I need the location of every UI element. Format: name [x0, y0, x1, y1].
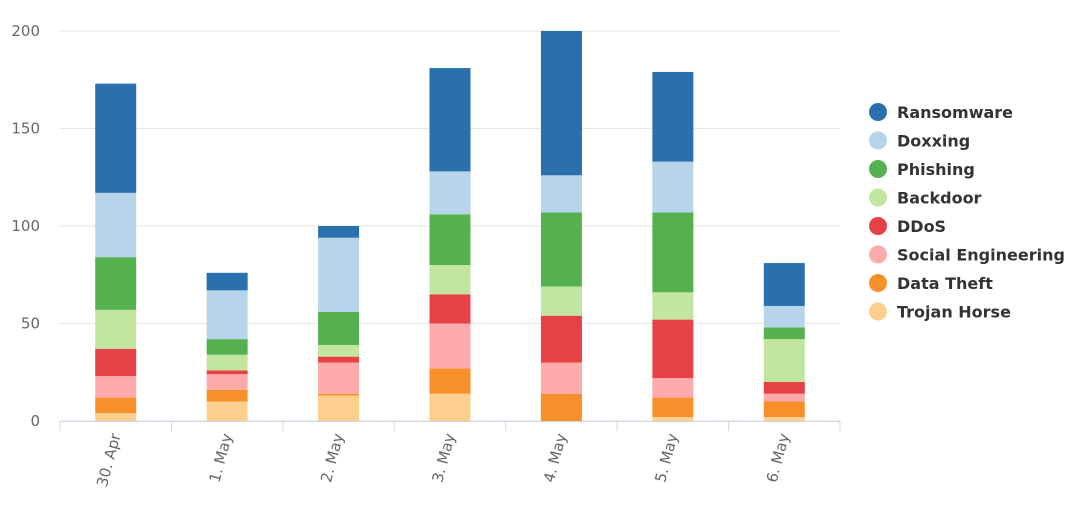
legend-marker — [869, 302, 887, 321]
legend-item-doxxing[interactable]: Doxxing — [869, 131, 970, 151]
bar-segment-trojan-horse[interactable] — [652, 417, 694, 421]
bar-segment-data-theft[interactable] — [540, 393, 582, 421]
bar-segment-ddos[interactable] — [763, 382, 805, 394]
x-tick-label: 1. May — [206, 431, 236, 484]
bar-segment-backdoor[interactable] — [429, 265, 471, 295]
bar-segment-backdoor[interactable] — [540, 286, 582, 316]
legend-item-backdoor[interactable]: Backdoor — [869, 188, 982, 208]
x-tick-label: 5. May — [651, 431, 681, 484]
x-tick-label: 4. May — [540, 431, 570, 484]
bar-segment-phishing[interactable] — [652, 212, 694, 293]
bar-segment-trojan-horse[interactable] — [318, 395, 360, 421]
bar-segment-phishing[interactable] — [763, 327, 805, 340]
bar-segment-backdoor[interactable] — [95, 309, 137, 349]
bar-segment-social-engineering[interactable] — [540, 362, 582, 394]
legend-marker — [869, 103, 887, 121]
y-tick-label: 200 — [11, 22, 40, 40]
legend-label: Data Theft — [897, 274, 993, 293]
bar-segment-doxxing[interactable] — [763, 305, 805, 328]
bar-segment-ddos[interactable] — [652, 319, 694, 379]
legend-label: Trojan Horse — [897, 303, 1011, 322]
bar-segment-doxxing[interactable] — [540, 175, 582, 213]
bar-segment-doxxing[interactable] — [95, 192, 137, 258]
bar-segment-ransomware[interactable] — [540, 31, 582, 176]
bar-segment-phishing[interactable] — [95, 257, 137, 310]
legend[interactable]: Ransomware Doxxing Phishing Backdoor DDoS Soc… — [869, 103, 1065, 322]
legend-label: Doxxing — [897, 132, 970, 151]
bar-segment-social-engineering[interactable] — [763, 393, 805, 402]
bar-segment-social-engineering[interactable] — [429, 323, 471, 369]
x-tick-label: 30. Apr — [93, 431, 125, 489]
legend-item-ransomware[interactable]: Ransomware — [869, 103, 1013, 122]
bar-segment-data-theft[interactable] — [318, 393, 360, 396]
x-tick-label: 2. May — [317, 431, 347, 484]
bar-segment-data-theft[interactable] — [652, 397, 694, 418]
bar-segment-doxxing[interactable] — [206, 290, 248, 340]
bar-segment-ransomware[interactable] — [95, 83, 137, 193]
bar-segment-ransomware[interactable] — [429, 68, 471, 172]
bar-segment-social-engineering[interactable] — [95, 376, 137, 398]
bar-segment-social-engineering[interactable] — [652, 378, 694, 398]
bar-segment-ddos[interactable] — [95, 348, 137, 377]
bar-segment-trojan-horse[interactable] — [763, 417, 805, 421]
legend-item-social-engineering[interactable]: Social Engineering — [869, 245, 1065, 265]
legend-label: Backdoor — [897, 189, 982, 208]
bars — [95, 31, 805, 421]
legend-marker — [869, 131, 887, 150]
y-tick-label: 50 — [21, 315, 40, 333]
bar-segment-doxxing[interactable] — [429, 171, 471, 215]
bar-segment-phishing[interactable] — [206, 339, 248, 355]
y-tick-label: 150 — [11, 120, 40, 138]
legend-label: Social Engineering — [897, 246, 1065, 265]
bar-segment-backdoor[interactable] — [318, 344, 360, 357]
bar-segment-data-theft[interactable] — [763, 401, 805, 418]
bar-segment-social-engineering[interactable] — [206, 374, 248, 390]
bar-segment-data-theft[interactable] — [206, 389, 248, 402]
bar-segment-trojan-horse[interactable] — [429, 393, 471, 421]
bar-segment-phishing[interactable] — [429, 214, 471, 265]
bar-segment-backdoor[interactable] — [763, 339, 805, 382]
bar-segment-phishing[interactable] — [318, 311, 360, 345]
bar-segment-doxxing[interactable] — [652, 161, 694, 213]
bar-segment-ddos[interactable] — [206, 370, 248, 375]
bar-segment-backdoor[interactable] — [652, 292, 694, 320]
bar-segment-backdoor[interactable] — [206, 354, 248, 371]
x-tick-label: 6. May — [763, 431, 793, 484]
bar-segment-data-theft[interactable] — [95, 397, 137, 414]
y-tick-label: 100 — [11, 217, 40, 235]
bar-segment-phishing[interactable] — [540, 212, 582, 287]
bar-segment-ransomware[interactable] — [763, 263, 805, 306]
bar-segment-ransomware[interactable] — [206, 272, 248, 291]
legend-label: Ransomware — [897, 103, 1013, 122]
legend-marker — [869, 188, 887, 207]
x-axis: 30. Apr 1. May 2. May 3. May 4. May 5. May 6. … — [59, 421, 841, 489]
legend-item-trojan-horse[interactable]: Trojan Horse — [869, 302, 1011, 322]
bar-segment-social-engineering[interactable] — [318, 362, 360, 394]
bar-segment-data-theft[interactable] — [429, 368, 471, 394]
legend-marker — [869, 217, 887, 235]
y-axis: 0 50 100 150 200 — [11, 22, 40, 430]
bar-segment-ransomware[interactable] — [318, 226, 360, 238]
bar-segment-doxxing[interactable] — [318, 237, 360, 312]
y-tick-label: 0 — [30, 412, 40, 430]
legend-label: DDoS — [897, 217, 946, 236]
legend-item-ddos[interactable]: DDoS — [869, 217, 946, 236]
legend-item-phishing[interactable]: Phishing — [869, 160, 975, 179]
bar-segment-trojan-horse[interactable] — [95, 413, 137, 421]
bar-segment-trojan-horse[interactable] — [206, 401, 248, 422]
bar-segment-ddos[interactable] — [318, 356, 360, 363]
legend-marker — [869, 274, 887, 292]
legend-marker — [869, 160, 887, 178]
bar-segment-ransomware[interactable] — [652, 71, 694, 162]
x-tick-label: 3. May — [429, 431, 459, 484]
legend-item-data-theft[interactable]: Data Theft — [869, 274, 993, 293]
bar-segment-ddos[interactable] — [540, 315, 582, 363]
bar-segment-ddos[interactable] — [429, 294, 471, 324]
legend-label: Phishing — [897, 160, 975, 179]
legend-marker — [869, 245, 887, 264]
